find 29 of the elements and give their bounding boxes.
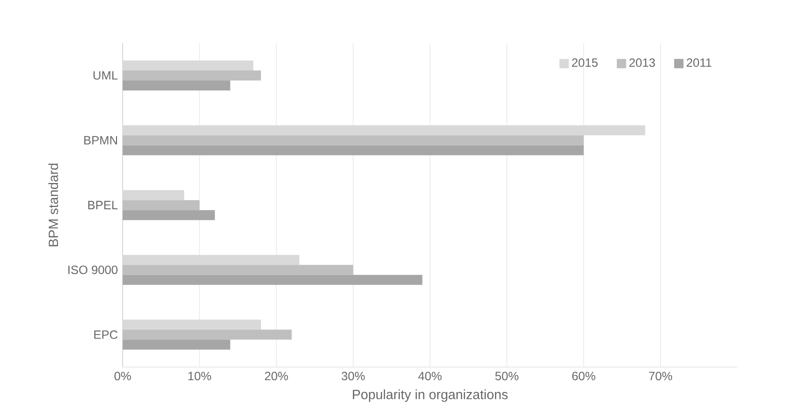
y-tick-label: EPC bbox=[94, 330, 118, 339]
x-tick-label: 50% bbox=[495, 372, 518, 380]
bar bbox=[122, 70, 261, 80]
bar bbox=[122, 190, 184, 200]
y-tick-label: BPMN bbox=[84, 136, 117, 144]
y-axis-title: BPM standard bbox=[48, 164, 58, 246]
x-tick-label: 60% bbox=[572, 372, 596, 380]
bar bbox=[122, 340, 230, 350]
x-axis-title: Popularity in organizations bbox=[352, 389, 508, 402]
legend-label: 2015 bbox=[572, 58, 598, 67]
bar bbox=[122, 274, 422, 285]
legend-label: 2011 bbox=[686, 58, 712, 67]
bar bbox=[122, 264, 354, 275]
y-tick-label: UML bbox=[94, 71, 118, 80]
x-tick-label: 20% bbox=[264, 372, 288, 380]
y-tick-label: BPEL bbox=[88, 200, 118, 210]
bar bbox=[122, 145, 584, 156]
x-tick-label: 30% bbox=[342, 372, 365, 380]
bar bbox=[122, 330, 292, 340]
legend-label: 2013 bbox=[629, 58, 655, 67]
y-tick-label: ISO 9000 bbox=[68, 266, 118, 274]
bar bbox=[122, 210, 215, 220]
x-tick-label: 10% bbox=[188, 372, 212, 380]
bar bbox=[122, 200, 200, 210]
bar bbox=[122, 80, 230, 90]
bar bbox=[122, 135, 584, 146]
x-tick-label: 40% bbox=[418, 372, 442, 380]
x-tick-label: 70% bbox=[649, 372, 672, 380]
x-tick-label: 0% bbox=[114, 372, 131, 380]
